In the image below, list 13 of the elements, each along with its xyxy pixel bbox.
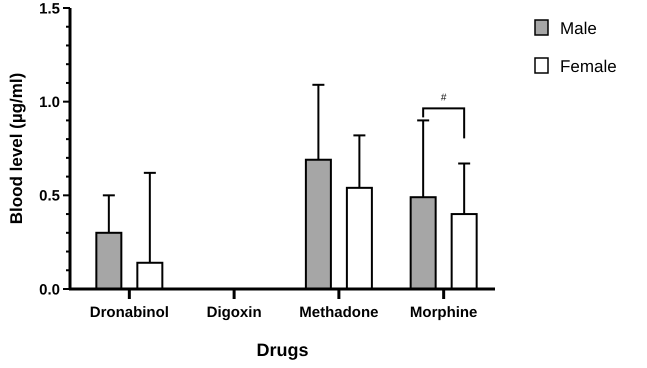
x-axis-title: Drugs bbox=[256, 340, 309, 360]
x-tick-label: Morphine bbox=[410, 304, 478, 321]
y-tick-label: 0.0 bbox=[39, 281, 60, 298]
x-tick-label: Methadone bbox=[299, 304, 378, 321]
y-tick-label: 0.5 bbox=[39, 188, 60, 205]
y-tick-label: 1.0 bbox=[39, 94, 60, 111]
y-axis-title: Blood level (µg/ml) bbox=[7, 72, 26, 224]
annotation: # bbox=[440, 92, 447, 104]
y-tick-label: 1.5 bbox=[39, 0, 60, 18]
x-tick-label: Digoxin bbox=[206, 304, 262, 321]
legend-label: Female bbox=[560, 56, 617, 76]
legend-label: Male bbox=[560, 18, 597, 38]
x-tick-label: Dronabinol bbox=[90, 304, 169, 321]
